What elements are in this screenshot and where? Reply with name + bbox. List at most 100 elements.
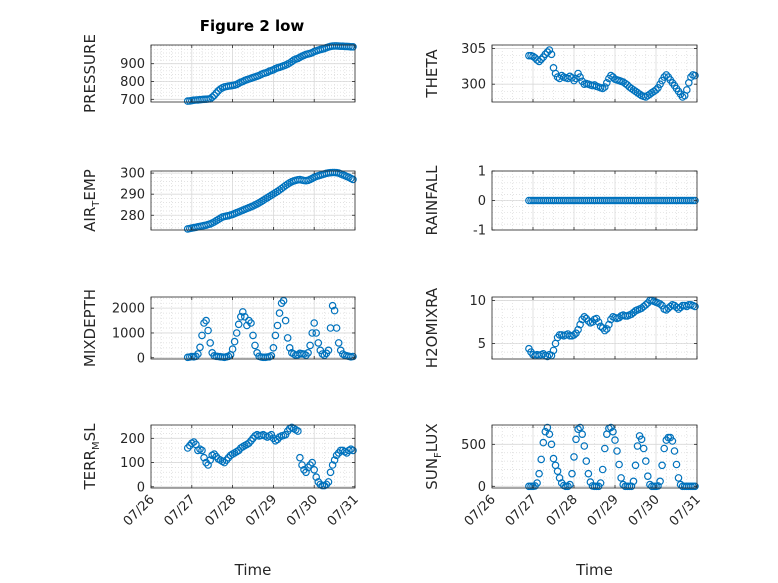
data-point — [547, 440, 556, 449]
data-point — [275, 309, 284, 317]
panel-mixdepth: 0 1000 2000 MIXDEPTH — [81, 289, 357, 367]
y-tick-label: 300 — [461, 78, 486, 93]
data-point — [582, 457, 591, 465]
data-point — [212, 89, 221, 97]
data-point — [568, 469, 576, 478]
data-point — [600, 326, 609, 335]
figure-title: Figure 2 low — [200, 17, 305, 35]
y-tick-label: 1 — [478, 165, 486, 180]
data-point — [656, 300, 664, 308]
y-tick-label: -1 — [473, 224, 486, 239]
data-point — [660, 73, 669, 81]
y-axis-label: TERRMSL — [81, 423, 102, 491]
data-point — [635, 90, 644, 99]
data-point — [672, 460, 681, 469]
data-point — [576, 73, 584, 81]
data-point — [234, 320, 243, 329]
y-tick-label: 0 — [137, 480, 145, 495]
y-tick-label: 2000 — [112, 302, 145, 317]
axes-box — [150, 170, 356, 231]
data-point — [543, 48, 552, 56]
data-point — [602, 79, 611, 87]
data-point — [662, 71, 671, 79]
axes-box — [491, 44, 698, 103]
data-point — [310, 319, 319, 327]
data-point — [206, 456, 215, 464]
data-point — [324, 346, 333, 355]
data-point — [574, 425, 582, 434]
data-point — [553, 467, 562, 476]
plot-area — [151, 171, 355, 230]
data-point — [533, 479, 541, 487]
data-point — [334, 339, 343, 347]
data-point — [249, 331, 257, 340]
data-point — [594, 318, 603, 326]
x-axis-label: Time — [234, 561, 272, 579]
y-tick-label: 1000 — [112, 326, 145, 341]
y-axis-label: AIRTEMP — [81, 169, 102, 232]
data-point — [691, 302, 699, 311]
data-point — [279, 296, 288, 305]
axes-box — [150, 44, 356, 103]
data-point — [302, 468, 310, 477]
data-point — [561, 482, 570, 491]
data-point — [336, 346, 345, 355]
data-point — [330, 306, 339, 315]
data-point — [336, 446, 345, 455]
data-point — [349, 446, 357, 455]
data-point — [600, 444, 609, 453]
data-point — [332, 451, 341, 460]
data-point — [202, 316, 210, 325]
data-point — [652, 86, 660, 94]
data-point — [183, 444, 192, 452]
data-point — [314, 339, 323, 347]
data-point — [584, 469, 593, 478]
data-point — [194, 350, 202, 358]
panel-pressure: 700 800 900 PRESSURE — [81, 34, 357, 113]
data-point — [310, 465, 319, 474]
data-point — [658, 461, 666, 470]
data-point — [654, 482, 662, 490]
data-point — [287, 57, 296, 66]
data-point — [200, 319, 208, 327]
data-point — [204, 461, 212, 469]
y-tick-label: 500 — [461, 438, 486, 453]
data-point — [349, 352, 357, 361]
data-point — [304, 348, 312, 357]
data-point — [557, 71, 566, 80]
data-point — [580, 312, 589, 321]
data-point — [247, 319, 255, 327]
data-point — [631, 461, 640, 470]
data-point — [629, 477, 638, 486]
axes-box — [150, 296, 356, 360]
data-point — [210, 91, 219, 100]
panel-rainfall: -1 0 1 RAINFALL — [423, 165, 699, 239]
data-point — [537, 455, 546, 464]
axes-box — [491, 424, 698, 489]
data-point — [296, 453, 304, 462]
data-point — [609, 427, 617, 436]
data-point — [643, 472, 652, 481]
data-point — [251, 341, 259, 350]
data-point — [633, 442, 642, 450]
data-point — [541, 427, 550, 436]
axes-box — [491, 296, 698, 360]
data-point — [328, 301, 337, 310]
major-grid — [492, 297, 697, 359]
data-point — [200, 453, 208, 462]
data-point — [611, 436, 619, 444]
data-point — [539, 438, 548, 447]
data-point — [570, 453, 578, 461]
data-point — [674, 474, 683, 482]
y-axis-label: THETA — [423, 49, 441, 99]
y-axis-label: PRESSURE — [81, 34, 99, 113]
data-point — [600, 83, 609, 91]
data-point — [198, 446, 206, 455]
data-point — [190, 438, 198, 446]
data-point — [206, 339, 215, 347]
data-point — [210, 450, 219, 458]
data-point — [535, 57, 543, 66]
data-point — [668, 437, 677, 445]
data-point — [641, 300, 650, 309]
panel-airtemp: 280 290 300 AIRTEMP — [81, 167, 357, 233]
